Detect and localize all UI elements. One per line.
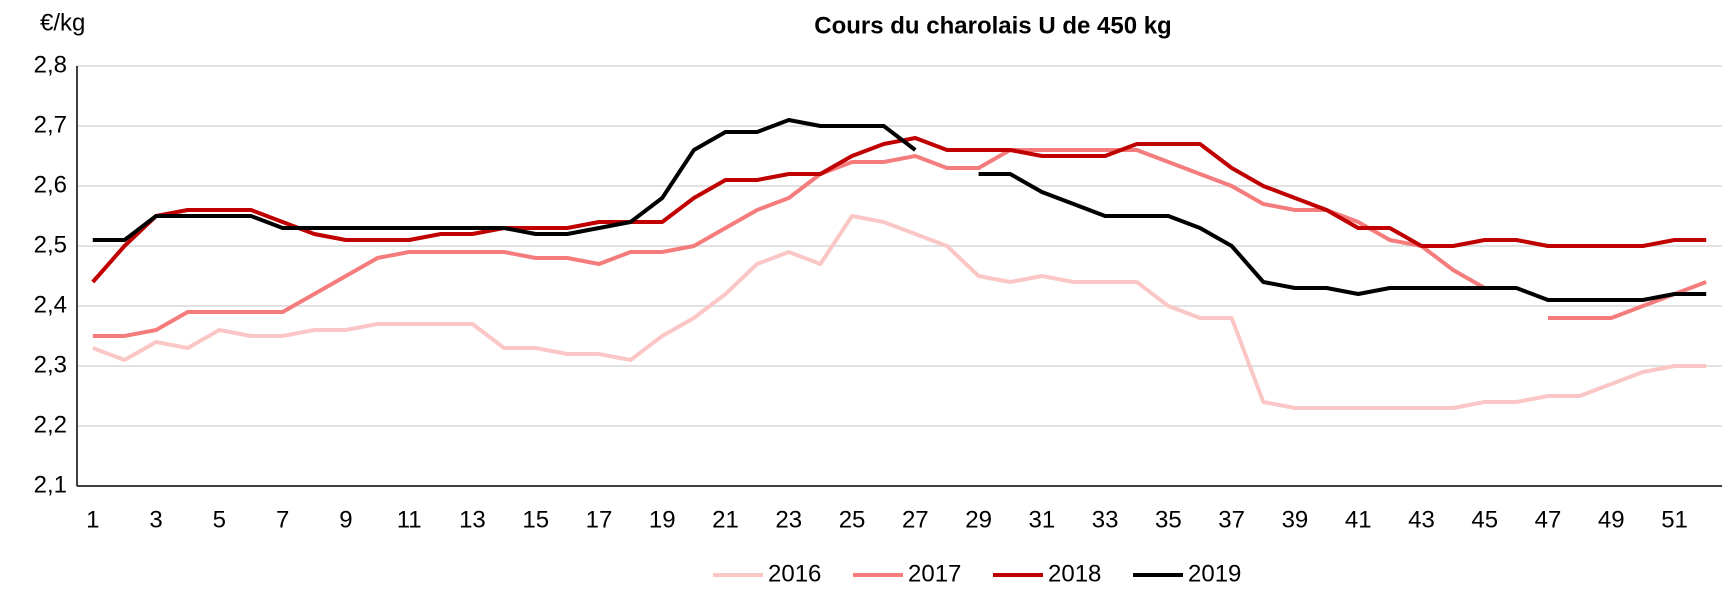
x-tick-label: 41 (1345, 506, 1372, 533)
x-tick-label: 35 (1155, 506, 1182, 533)
x-tick-label: 3 (149, 506, 162, 533)
x-tick-label: 25 (839, 506, 866, 533)
legend-label: 2019 (1188, 560, 1241, 587)
x-tick-label: 47 (1535, 506, 1562, 533)
x-tick-label: 7 (276, 506, 289, 533)
x-tick-label: 49 (1598, 506, 1625, 533)
series-line (92, 118, 1707, 302)
x-tick-label: 37 (1218, 506, 1245, 533)
x-tick-label: 23 (775, 506, 802, 533)
x-tick-label: 1 (86, 506, 99, 533)
chart-title: Cours du charolais U de 450 kg (814, 12, 1171, 39)
x-tick-label: 27 (902, 506, 929, 533)
x-tick-label: 17 (586, 506, 613, 533)
x-tick-label: 21 (712, 506, 739, 533)
x-tick-label: 15 (522, 506, 549, 533)
x-tick-label: 19 (649, 506, 676, 533)
x-tick-label: 13 (459, 506, 486, 533)
legend-label: 2017 (908, 560, 961, 587)
x-tick-label: 33 (1092, 506, 1119, 533)
x-tick-label: 43 (1408, 506, 1435, 533)
x-tick-label: 9 (339, 506, 352, 533)
y-tick-label: 2,2 (34, 411, 67, 438)
y-tick-label: 2,5 (34, 231, 67, 258)
legend-label: 2018 (1048, 560, 1101, 587)
y-axis-label: €/kg (40, 9, 85, 36)
series-line (91, 136, 1707, 284)
x-tick-label: 5 (213, 506, 226, 533)
y-tick-label: 2,4 (34, 291, 67, 318)
x-tick-label: 45 (1471, 506, 1498, 533)
series-line (92, 214, 1707, 410)
x-tick-label: 51 (1661, 506, 1688, 533)
x-tick-label: 29 (965, 506, 992, 533)
y-tick-label: 2,3 (34, 351, 67, 378)
x-tick-label: 31 (1029, 506, 1056, 533)
y-tick-label: 2,8 (34, 51, 67, 78)
x-tick-label: 39 (1282, 506, 1309, 533)
y-tick-label: 2,1 (34, 471, 67, 498)
legend-label: 2016 (768, 560, 821, 587)
y-tick-label: 2,6 (34, 171, 67, 198)
x-tick-label: 11 (397, 506, 422, 533)
y-tick-label: 2,7 (34, 111, 67, 138)
